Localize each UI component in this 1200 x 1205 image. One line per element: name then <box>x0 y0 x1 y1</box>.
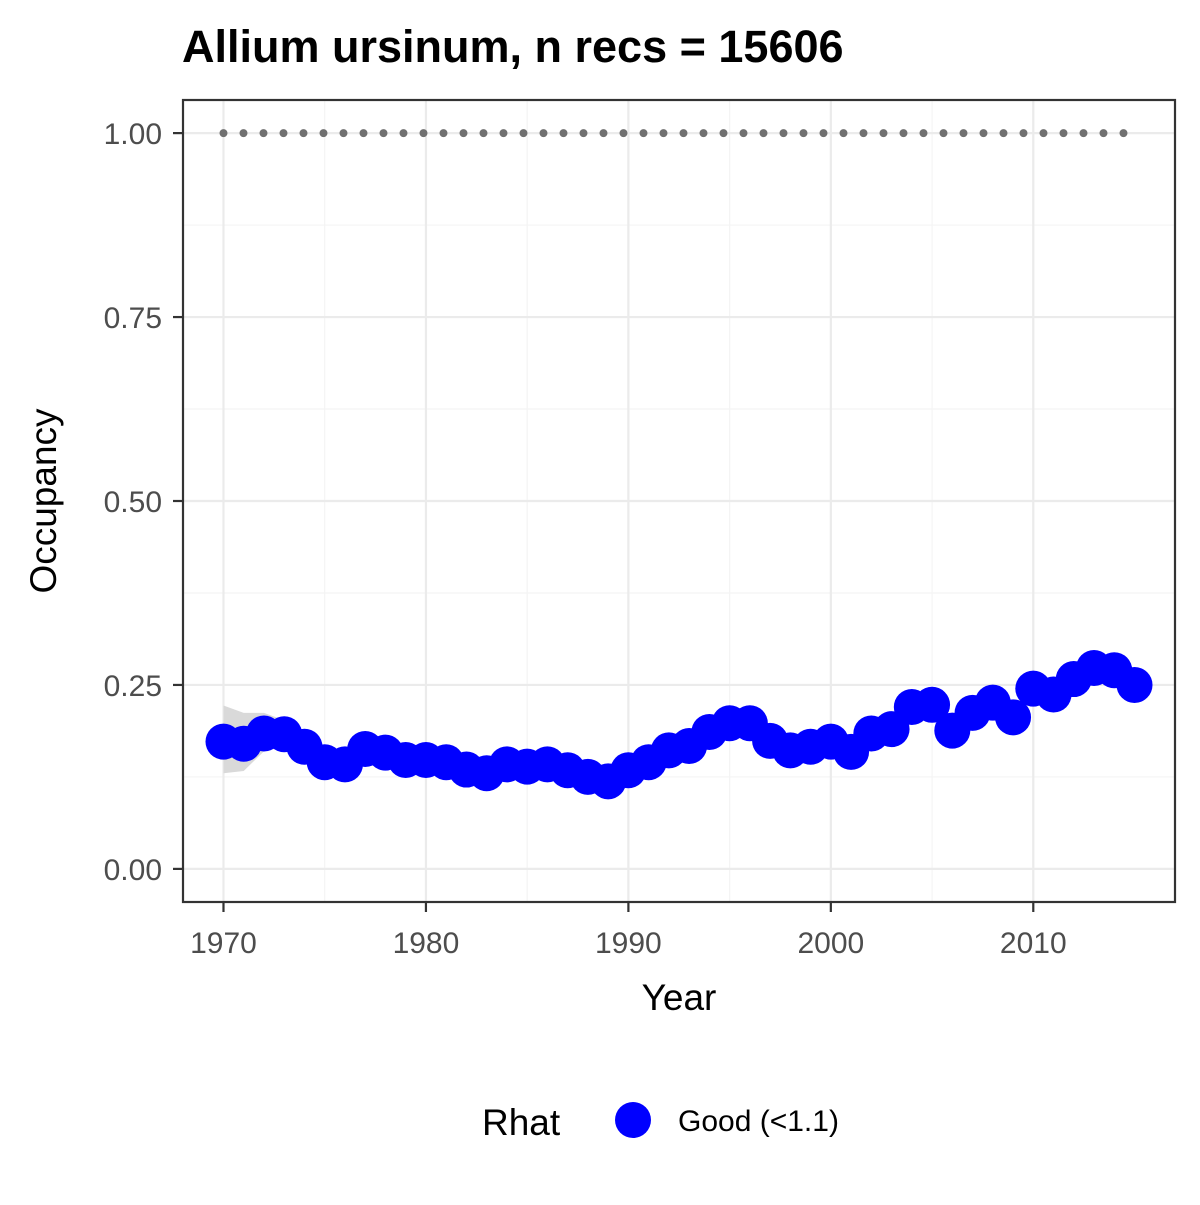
x-tick-label: 2010 <box>1000 927 1067 960</box>
x-axis-title: Year <box>642 977 717 1018</box>
data-point <box>995 699 1032 736</box>
y-tick-label: 0.25 <box>104 670 162 703</box>
y-axis-title: Occupancy <box>23 408 64 594</box>
x-tick-label: 1980 <box>393 927 460 960</box>
data-point <box>914 686 951 723</box>
x-tick-label: 1970 <box>190 927 257 960</box>
legend-title: Rhat <box>482 1102 561 1143</box>
legend-key-good <box>615 1102 651 1138</box>
y-tick-label: 0.75 <box>104 302 162 335</box>
data-point <box>1116 666 1153 703</box>
occupancy-points <box>205 650 1153 800</box>
x-tick-label: 2000 <box>797 927 864 960</box>
y-tick-label: 0.50 <box>104 486 162 519</box>
y-axis: 0.00 0.25 0.50 0.75 1.00 <box>104 118 183 887</box>
plot-panel <box>181 98 1177 904</box>
legend-label-good: Good (<1.1) <box>678 1105 839 1138</box>
chart-title: Allium ursinum, n recs = 15606 <box>182 21 844 72</box>
y-tick-label: 1.00 <box>104 118 162 151</box>
x-axis: 1970 1980 1990 2000 2010 <box>190 902 1067 960</box>
y-tick-label: 0.00 <box>104 854 162 887</box>
x-tick-label: 1990 <box>595 927 662 960</box>
legend: Rhat Good (<1.1) <box>482 1102 839 1143</box>
